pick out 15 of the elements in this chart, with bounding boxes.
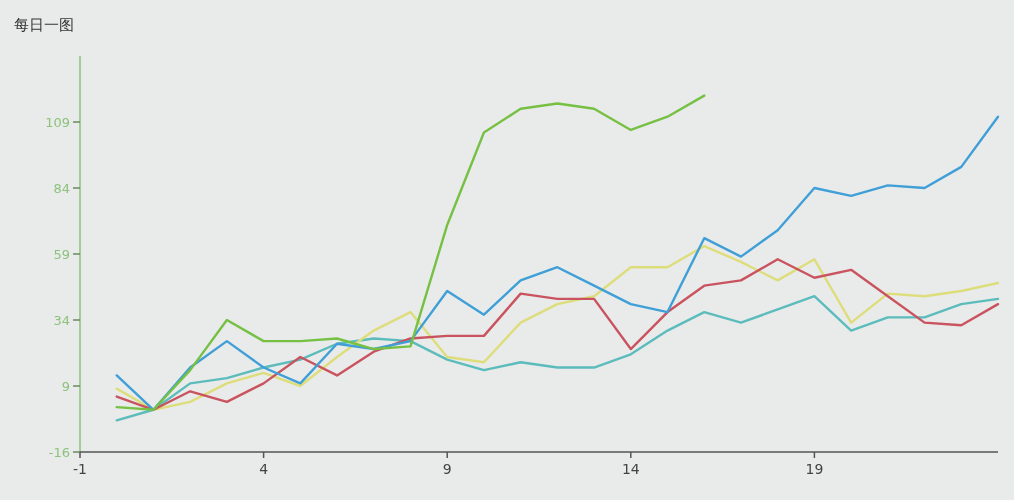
y-tick-label: 109 bbox=[45, 114, 70, 130]
x-tick-label: 14 bbox=[621, 461, 640, 477]
y-tick-label: 84 bbox=[53, 180, 70, 196]
y-tick-label: 9 bbox=[61, 378, 70, 394]
y-tick-label: 34 bbox=[53, 312, 70, 328]
x-tick-label: 9 bbox=[442, 461, 452, 477]
y-tick-label: -16 bbox=[48, 444, 70, 460]
x-tick-label: 19 bbox=[805, 461, 824, 477]
x-tick-label: -1 bbox=[73, 461, 87, 477]
line-series bbox=[115, 295, 1000, 422]
line-series bbox=[115, 94, 706, 411]
x-tick-label: 4 bbox=[259, 461, 269, 477]
y-tick-label: 59 bbox=[53, 246, 70, 262]
chart-title: 每日一图 bbox=[14, 16, 74, 34]
line-series bbox=[115, 115, 1000, 411]
